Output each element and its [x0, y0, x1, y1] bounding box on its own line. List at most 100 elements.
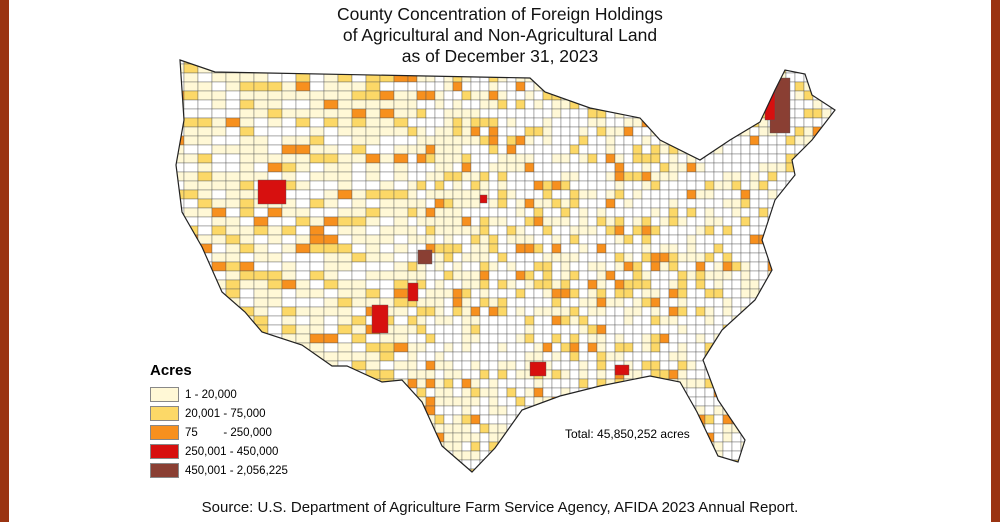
county: [659, 108, 670, 119]
county: [337, 216, 353, 227]
county: [551, 288, 562, 299]
county: [309, 414, 325, 425]
county: [176, 63, 185, 74]
county: [533, 333, 544, 344]
county: [479, 306, 490, 317]
total-acres: Total: 45,850,252 acres: [565, 427, 690, 441]
county: [211, 225, 227, 236]
county: [542, 288, 553, 299]
county: [524, 396, 535, 407]
county: [337, 198, 353, 209]
county: [713, 261, 724, 272]
county: [365, 60, 381, 65]
county: [794, 243, 805, 254]
county: [794, 396, 805, 407]
county: [713, 207, 724, 218]
county: [794, 369, 805, 380]
county: [197, 225, 213, 236]
county: [239, 216, 255, 227]
county: [416, 360, 427, 371]
county: [623, 450, 634, 461]
county: [506, 108, 517, 119]
county: [452, 288, 463, 299]
county: [506, 180, 517, 191]
county: [668, 315, 679, 326]
county: [614, 171, 625, 182]
county: [578, 441, 589, 452]
county: [351, 99, 367, 110]
county: [596, 369, 607, 380]
county: [542, 144, 553, 155]
county: [668, 468, 679, 472]
county: [659, 360, 670, 371]
county: [659, 297, 670, 308]
county: [731, 297, 742, 308]
county: [632, 387, 643, 398]
county: [668, 135, 679, 146]
county: [524, 270, 535, 281]
county: [515, 117, 526, 128]
county: [668, 306, 679, 317]
county: [407, 282, 419, 302]
county: [596, 261, 607, 272]
county: [239, 288, 255, 299]
county: [443, 342, 454, 353]
county: [740, 378, 751, 389]
county: [668, 279, 679, 290]
county: [686, 108, 697, 119]
county: [253, 279, 269, 290]
county: [295, 360, 311, 371]
county: [379, 243, 395, 254]
county: [253, 297, 269, 308]
county: [524, 351, 535, 362]
county: [351, 432, 367, 443]
county: [176, 189, 185, 200]
county: [749, 279, 760, 290]
county: [416, 279, 427, 290]
county: [365, 423, 381, 434]
county: [443, 162, 454, 173]
county: [758, 306, 769, 317]
county: [542, 459, 553, 470]
county: [560, 117, 571, 128]
county: [488, 396, 499, 407]
county: [687, 478, 696, 487]
county: [542, 450, 553, 461]
county: [668, 441, 679, 452]
county: [587, 315, 598, 326]
county: [803, 225, 814, 236]
county: [641, 378, 652, 389]
county: [821, 171, 832, 182]
county: [239, 351, 255, 362]
county: [497, 450, 508, 461]
county: [758, 459, 769, 470]
county: [578, 243, 589, 254]
county: [417, 249, 433, 265]
county: [641, 468, 652, 472]
county: [830, 459, 835, 470]
county: [323, 144, 339, 155]
county: [434, 81, 445, 92]
county: [641, 450, 652, 461]
county: [253, 351, 269, 362]
county: [425, 60, 436, 65]
county: [677, 108, 688, 119]
county: [668, 351, 679, 362]
county: [351, 450, 367, 461]
county: [821, 144, 832, 155]
county: [767, 423, 778, 434]
county: [812, 450, 823, 461]
county: [740, 468, 751, 472]
county: [337, 405, 353, 416]
county: [515, 369, 526, 380]
county: [632, 198, 643, 209]
county: [677, 117, 688, 128]
county: [830, 351, 835, 362]
county: [650, 153, 661, 164]
county: [614, 189, 625, 200]
county: [281, 81, 297, 92]
county: [506, 162, 517, 173]
county: [578, 189, 589, 200]
county: [578, 306, 589, 317]
county: [524, 180, 535, 191]
